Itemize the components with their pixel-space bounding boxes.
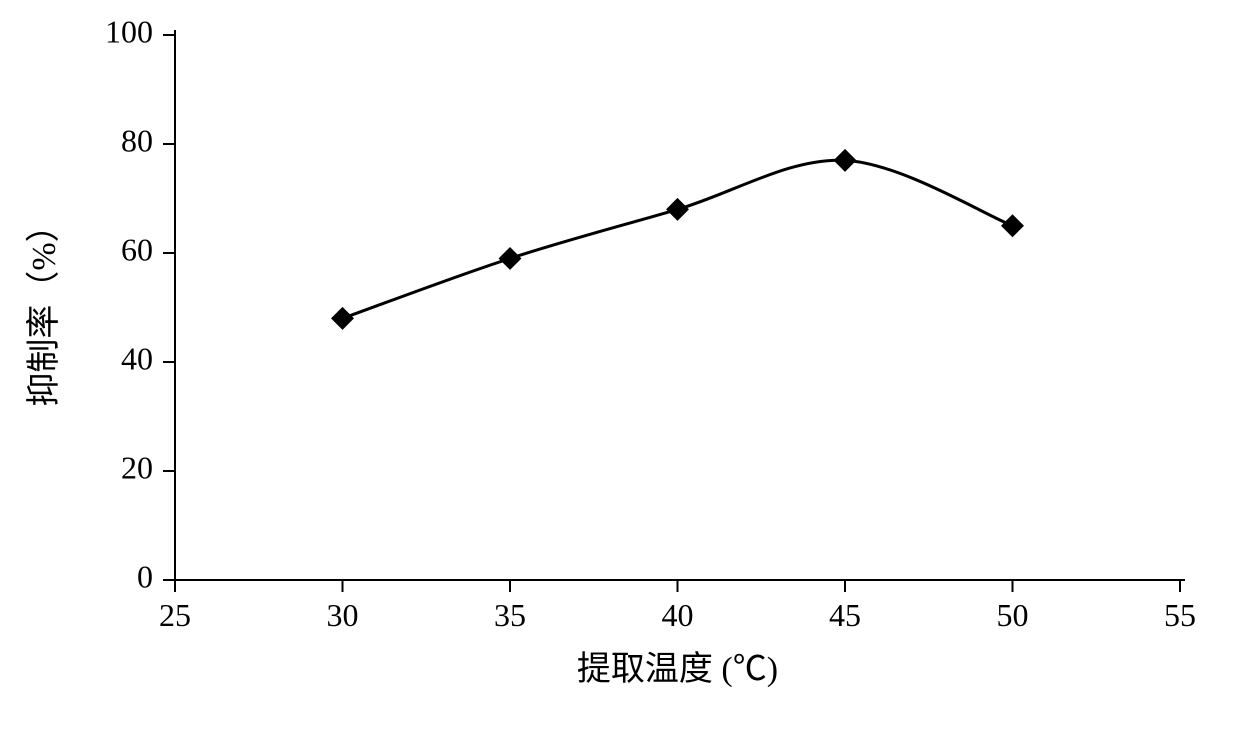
x-tick-label: 25 [159,597,191,633]
chart-container: 0 20 40 60 80 100 25 30 35 40 45 50 55 抑制率（%） 提取温度 (℃) [0,0,1240,730]
x-tick-label: 35 [494,597,526,633]
y-tick-label: 60 [121,231,153,267]
y-tick-label: 40 [121,340,153,376]
data-point-marker [499,248,521,270]
line-chart: 0 20 40 60 80 100 25 30 35 40 45 50 55 抑制率（%） 提取温度 (℃) [0,0,1240,730]
x-tick-label: 55 [1164,597,1196,633]
x-tick-label: 30 [327,597,359,633]
y-tick-label: 80 [121,122,153,158]
x-axis-label: 提取温度 (℃) [577,650,778,688]
y-tick-label: 20 [121,449,153,485]
series-line [343,160,1013,318]
y-tick-label: 0 [137,558,153,594]
data-point-marker [1002,215,1024,237]
x-tick-label: 40 [662,597,694,633]
data-point-marker [834,150,856,172]
y-axis-label: 抑制率（%） [25,208,63,406]
y-tick-label: 100 [105,13,153,49]
data-point-marker [332,308,354,330]
data-point-marker [667,199,689,221]
x-tick-label: 45 [829,597,861,633]
x-tick-label: 50 [997,597,1029,633]
